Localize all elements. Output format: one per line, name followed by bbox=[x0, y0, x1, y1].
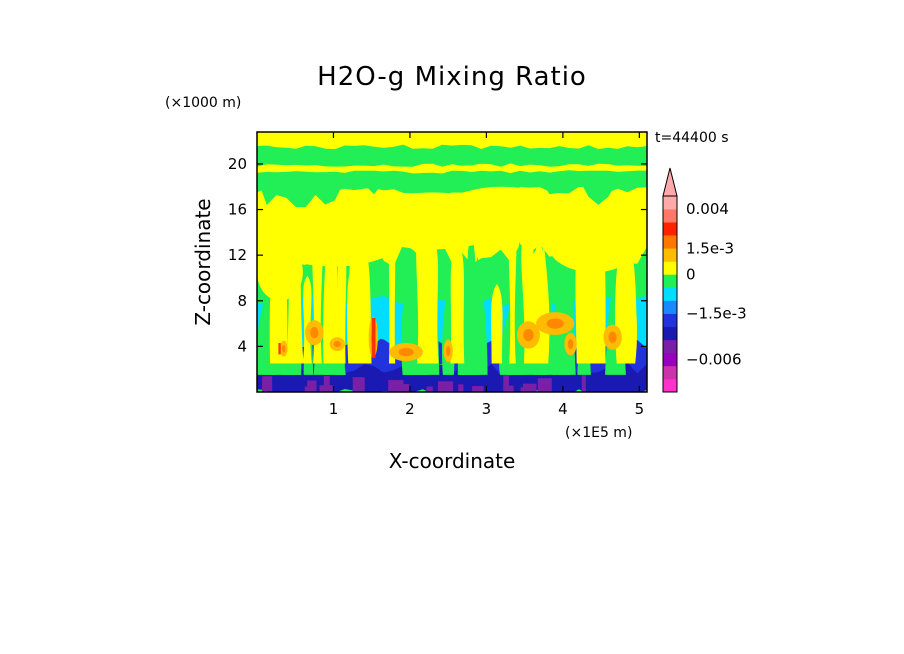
field-plume-yellow bbox=[302, 275, 312, 364]
field-core-red bbox=[371, 317, 376, 358]
field-streak-purple bbox=[426, 386, 433, 392]
field-core-red bbox=[278, 342, 281, 355]
contour-field bbox=[257, 132, 647, 392]
field-core-dark-orange bbox=[446, 345, 451, 357]
x-tick-label: 1 bbox=[329, 400, 339, 418]
x-tick-label: 3 bbox=[482, 400, 492, 418]
field-core-dark-orange bbox=[282, 345, 286, 353]
x-axis-label: X-coordinate bbox=[389, 449, 516, 473]
field-plume-yellow bbox=[416, 214, 433, 364]
colorbar-label: 1.5e-3 bbox=[686, 239, 734, 257]
colorbar-swatch bbox=[663, 209, 677, 223]
field-streak-purple bbox=[397, 384, 410, 392]
colorbar-swatch bbox=[663, 378, 677, 393]
x-tick-label: 5 bbox=[635, 400, 645, 418]
field-streak-purple bbox=[304, 386, 310, 392]
field-streak-purple bbox=[472, 386, 484, 392]
colorbar-swatch bbox=[663, 352, 677, 367]
field-streak-purple bbox=[458, 384, 464, 392]
field-band-green-high bbox=[257, 168, 647, 194]
field-core-dark-orange bbox=[523, 328, 534, 342]
colorbar-swatch bbox=[663, 261, 677, 275]
y-scale-label: (×1000 m) bbox=[165, 95, 241, 111]
field-streak-purple bbox=[388, 380, 404, 392]
field-plume-yellow bbox=[450, 242, 465, 364]
colorbar-swatch bbox=[663, 287, 677, 301]
y-tick-label: 12 bbox=[228, 246, 247, 264]
field-plume-yellow bbox=[508, 213, 517, 364]
field-anvil-yellow bbox=[547, 215, 640, 273]
x-scale-label: (×1E5 m) bbox=[565, 425, 632, 441]
field-core-dark-orange bbox=[398, 347, 414, 357]
colorbar-arrow bbox=[662, 167, 678, 197]
field-streak-purple bbox=[437, 381, 454, 392]
colorbar-swatch bbox=[663, 248, 677, 262]
field-band-yellow-top bbox=[257, 132, 647, 150]
field-streak-purple bbox=[352, 377, 365, 392]
field-streak-purple bbox=[537, 378, 552, 392]
colorbar: 0.004 1.5e-3 0 −1.5e-3 −0.006 bbox=[662, 167, 747, 393]
y-tick-label: 16 bbox=[228, 201, 247, 219]
field-anvil-yellow bbox=[440, 186, 563, 244]
x-axis: 1 2 3 4 5 bbox=[329, 132, 644, 418]
y-tick-label: 20 bbox=[228, 155, 247, 173]
field-streak-purple bbox=[262, 376, 273, 392]
field-plume-yellow bbox=[337, 238, 347, 364]
colorbar-swatch bbox=[663, 339, 677, 354]
y-tick-label: 8 bbox=[237, 292, 247, 310]
colorbar-label: −1.5e-3 bbox=[686, 305, 747, 323]
y-axis: 4 8 12 16 20 bbox=[228, 155, 647, 355]
colorbar-swatch bbox=[663, 222, 677, 236]
colorbar-label: −0.006 bbox=[686, 350, 742, 368]
colorbar-swatch bbox=[663, 235, 677, 249]
colorbar-swatch bbox=[663, 274, 677, 288]
x-tick-label: 2 bbox=[405, 400, 415, 418]
colorbar-swatch bbox=[663, 300, 677, 314]
colorbar-label: 0 bbox=[686, 265, 696, 283]
field-streak-purple bbox=[307, 380, 317, 392]
field-anvil-yellow bbox=[257, 243, 303, 301]
colorbar-frame bbox=[662, 195, 678, 393]
y-axis-label: Z-coordinate bbox=[191, 198, 215, 325]
x-tick-label: 4 bbox=[558, 400, 568, 418]
field-plume-green bbox=[401, 238, 418, 375]
y-tick-label: 4 bbox=[237, 337, 247, 355]
colorbar-swatch bbox=[663, 313, 677, 327]
field-band-yellow-strat bbox=[257, 163, 647, 174]
field-streak-purple bbox=[520, 387, 530, 392]
plot-frame bbox=[256, 131, 648, 393]
colorbar-swatch bbox=[663, 326, 677, 341]
field-streak-purple bbox=[323, 375, 330, 392]
field-core-dark-orange bbox=[310, 327, 319, 339]
colorbar-swatch bbox=[663, 196, 677, 210]
field-streak-purple bbox=[646, 377, 647, 392]
field-streak-purple bbox=[522, 383, 537, 392]
time-label: t=44400 s bbox=[655, 130, 729, 146]
field-streak-purple bbox=[503, 374, 509, 392]
field-band-green-strat bbox=[257, 145, 647, 163]
field-plume-yellow bbox=[388, 221, 396, 364]
field-core-dark-orange bbox=[608, 331, 617, 343]
field-plume-yellow bbox=[491, 284, 503, 364]
field-core-dark-orange bbox=[567, 338, 574, 350]
field-streak-purple bbox=[504, 385, 514, 392]
field-streak-purple bbox=[581, 374, 586, 392]
field-core-dark-orange bbox=[333, 341, 341, 348]
colorbar-label: 0.004 bbox=[686, 200, 729, 218]
colorbar-swatch bbox=[663, 365, 677, 380]
chart-title: H2O-g Mixing Ratio bbox=[317, 62, 587, 92]
field-plume-yellow bbox=[347, 257, 364, 364]
field-core-dark-orange bbox=[546, 318, 564, 329]
